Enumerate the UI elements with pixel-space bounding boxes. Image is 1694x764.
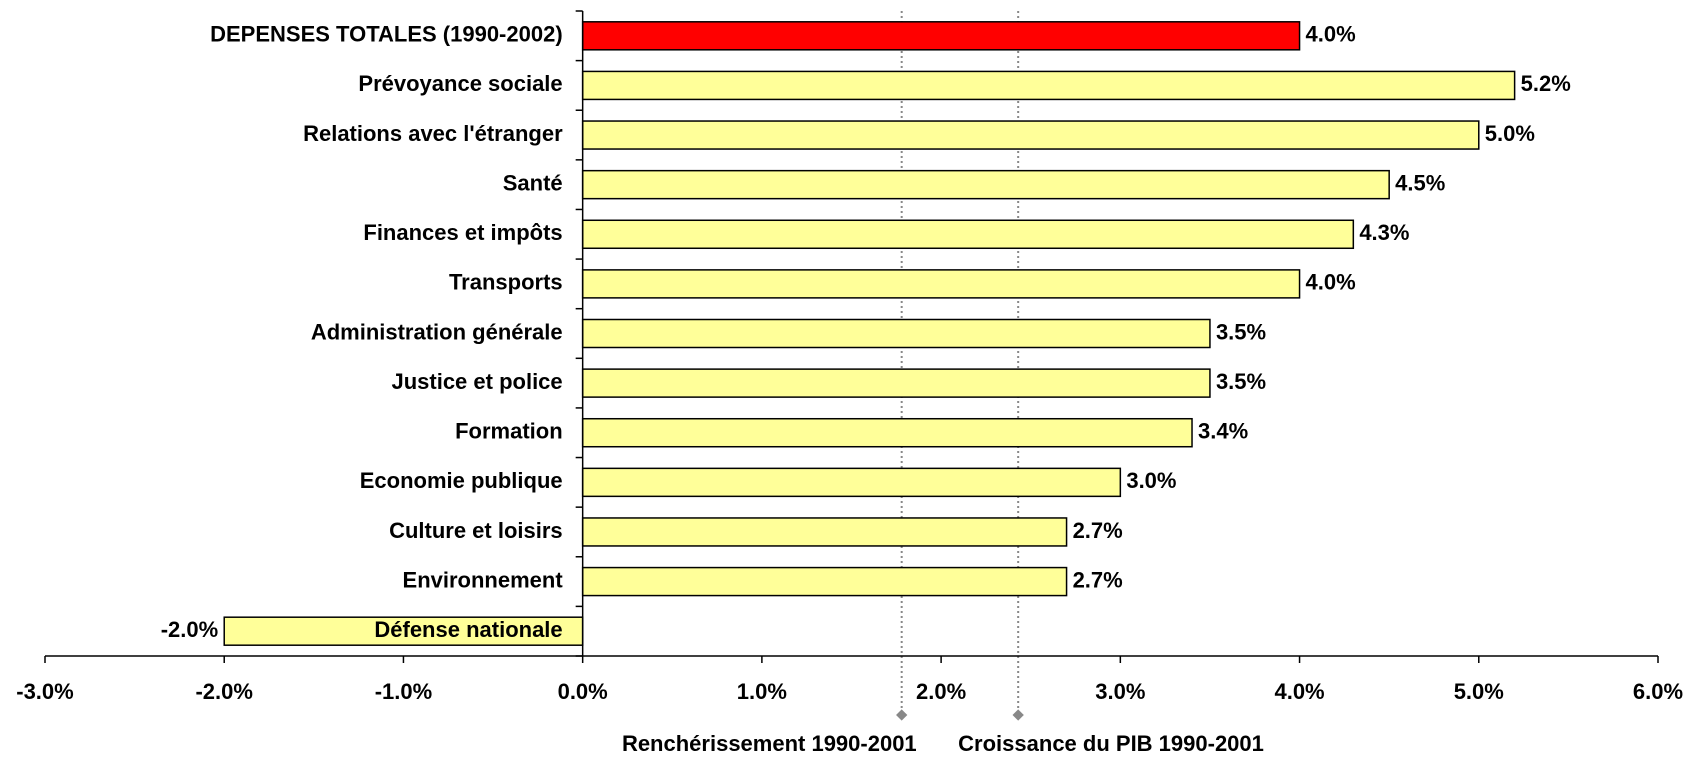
bar: [581, 467, 1122, 498]
reference-marker: [1012, 709, 1024, 721]
reference-marker: [896, 709, 908, 721]
category-label: Finances et impôts: [363, 220, 562, 245]
category-label: Prévoyance sociale: [358, 71, 562, 96]
category-label: Economie publique: [360, 468, 563, 493]
category-label: Justice et police: [391, 369, 562, 394]
value-label: 4.0%: [1306, 22, 1356, 47]
reference-label: Croissance du PIB 1990-2001: [958, 731, 1264, 756]
x-tick-label: -1.0%: [375, 679, 432, 704]
category-label: Environnement: [403, 567, 564, 592]
category-label: Défense nationale: [374, 617, 562, 642]
x-tick-label: 1.0%: [737, 679, 787, 704]
x-tick-label: 0.0%: [558, 679, 608, 704]
category-label: Relations avec l'étranger: [303, 121, 563, 146]
value-label: 5.0%: [1485, 121, 1535, 146]
x-tick-label: 3.0%: [1095, 679, 1145, 704]
category-label: Formation: [455, 419, 563, 444]
bar: [581, 120, 1480, 150]
category-label: Culture et loisirs: [389, 518, 563, 543]
bar: [581, 566, 1068, 597]
category-label: DEPENSES TOTALES (1990-2002): [210, 22, 563, 47]
x-tick-label: 4.0%: [1274, 679, 1324, 704]
value-label: 2.7%: [1073, 518, 1123, 543]
value-label: 2.7%: [1073, 567, 1123, 592]
value-label: 3.4%: [1198, 419, 1248, 444]
x-tick-label: 2.0%: [916, 679, 966, 704]
value-label: 3.5%: [1216, 369, 1266, 394]
bar: [581, 318, 1211, 349]
x-tick-label: -3.0%: [16, 679, 73, 704]
bar: [581, 269, 1301, 299]
bar: [581, 517, 1068, 547]
x-tick-label: 5.0%: [1454, 679, 1504, 704]
value-label: 4.0%: [1306, 270, 1356, 295]
value-label: 4.5%: [1395, 170, 1445, 195]
bar: [581, 70, 1516, 101]
bar: [581, 368, 1211, 398]
reference-label: Renchérissement 1990-2001: [622, 731, 917, 756]
x-tick-label: -2.0%: [195, 679, 252, 704]
bar: [581, 417, 1193, 448]
bar: [223, 616, 584, 646]
bar: [581, 169, 1390, 200]
value-label: 4.3%: [1359, 220, 1409, 245]
value-label: 3.5%: [1216, 319, 1266, 344]
bar: [581, 21, 1301, 51]
value-label: 5.2%: [1521, 71, 1571, 96]
category-label: Transports: [449, 270, 563, 295]
bar: [581, 219, 1355, 250]
value-label: -2.0%: [161, 617, 218, 642]
category-label: Santé: [503, 170, 563, 195]
value-label: 3.0%: [1126, 468, 1176, 493]
x-tick-label: 6.0%: [1633, 679, 1683, 704]
category-label: Administration générale: [311, 319, 563, 344]
